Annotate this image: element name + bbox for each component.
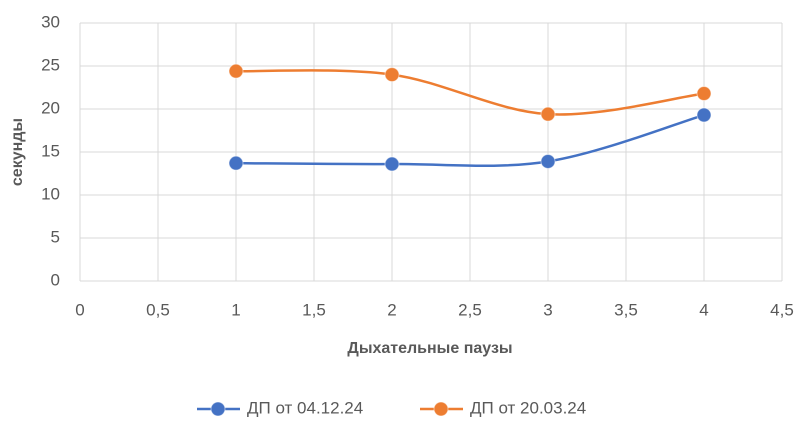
legend-label: ДП от 20.03.24 <box>470 398 586 417</box>
data-point <box>540 106 556 122</box>
series-line <box>235 113 705 168</box>
y-tick-label: 25 <box>41 55 60 74</box>
data-point <box>384 67 400 83</box>
x-tick-label: 0,5 <box>146 300 170 319</box>
x-tick-label: 2,5 <box>458 300 482 319</box>
y-tick-label: 10 <box>41 184 60 203</box>
x-tick-label: 2 <box>387 300 396 319</box>
x-tick-label: 1 <box>231 300 240 319</box>
x-tick-label: 4 <box>699 300 708 319</box>
y-tick-label: 5 <box>51 227 60 246</box>
y-axis-title: секунды <box>9 118 26 186</box>
x-tick-label: 0 <box>75 300 84 319</box>
y-tick-label: 0 <box>51 270 60 289</box>
data-point <box>228 63 244 79</box>
data-point <box>696 107 712 123</box>
x-axis-title: Дыхательные паузы <box>347 340 512 357</box>
y-tick-label: 15 <box>41 141 60 160</box>
x-tick-label: 3 <box>543 300 552 319</box>
series-line <box>235 69 705 116</box>
data-point <box>540 153 556 169</box>
x-tick-label: 3,5 <box>614 300 638 319</box>
x-tick-label: 1,5 <box>302 300 326 319</box>
y-tick-label: 30 <box>41 12 60 31</box>
data-point <box>384 156 400 172</box>
legend-marker <box>210 401 226 417</box>
y-tick-label: 20 <box>41 98 60 117</box>
legend-label: ДП от 04.12.24 <box>247 398 363 417</box>
legend-marker <box>433 401 449 417</box>
data-point <box>228 155 244 171</box>
data-point <box>696 86 712 102</box>
x-tick-label: 4,5 <box>770 300 794 319</box>
